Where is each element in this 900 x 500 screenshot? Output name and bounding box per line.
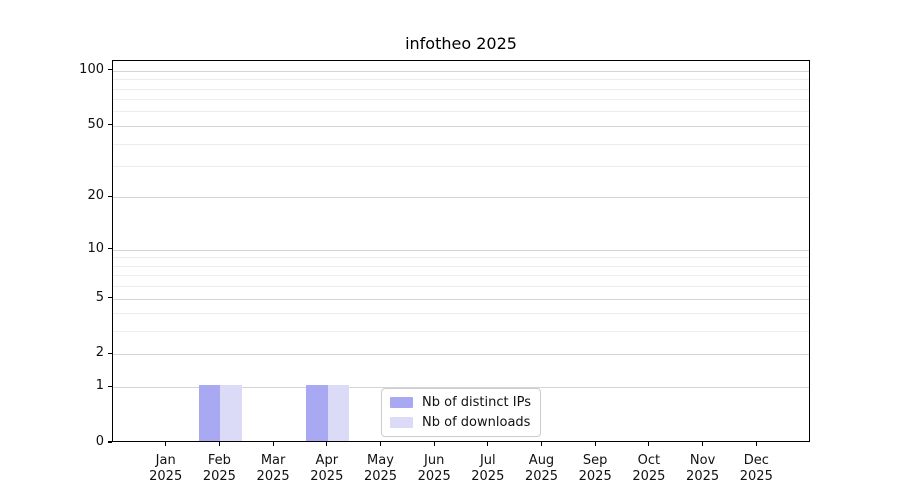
bar-nb-of-downloads-feb [220,385,242,441]
x-tick-mark [487,442,489,446]
x-tick-month: Nov [689,453,716,468]
x-tick-mark [755,442,757,446]
x-tick-mark [326,442,328,446]
x-tick-label-jan: Jan 2025 [134,453,198,484]
y-gridline-minor [113,143,809,145]
x-tick-label-oct: Oct 2025 [617,453,681,484]
x-tick-year: 2025 [524,468,559,484]
x-tick-mark [218,442,220,446]
legend: Nb of distinct IPs Nb of downloads [381,388,541,437]
y-tick-label: 100 [79,61,104,77]
y-tick-label: 1 [95,378,104,394]
legend-entry: Nb of downloads [390,415,531,430]
x-tick-year: 2025 [686,468,720,484]
y-tick-mark [107,441,112,443]
x-tick-year: 2025 [417,468,451,484]
bar-nb-of-distinct-ips-apr [306,385,328,441]
x-tick-mark [379,442,382,446]
y-gridline-major [113,249,809,251]
x-tick-label-jul: Jul 2025 [456,453,520,484]
y-gridline-major [113,197,809,199]
y-gridline-major [113,125,809,127]
x-tick-label-nov: Nov 2025 [671,453,735,484]
x-tick-mark [540,442,543,446]
x-tick-year: 2025 [149,468,183,484]
y-gridline-minor [113,99,809,101]
y-gridline-minor [113,111,809,113]
x-tick-label-jun: Jun 2025 [402,453,466,484]
x-tick-month: Jan [155,453,176,468]
x-tick-label-mar: Mar 2025 [241,453,305,484]
x-tick-year: 2025 [739,468,773,484]
x-tick-year: 2025 [256,468,290,484]
chart-title: infotheo 2025 [405,34,517,53]
y-tick-label: 0 [95,434,104,449]
x-tick-mark [648,442,650,446]
y-tick-mark [107,296,112,299]
x-tick-month: Jul [479,453,496,468]
y-tick-mark [107,69,112,71]
x-tick-year: 2025 [202,468,236,484]
y-gridline-minor [113,257,809,259]
y-tick-mark [107,385,112,387]
y-tick-label: 10 [87,240,104,256]
legend-swatch [390,397,414,408]
y-tick-label: 20 [87,188,104,204]
x-tick-label-sep: Sep 2025 [563,453,627,484]
y-tick-mark [107,124,112,126]
y-gridline-minor [113,88,809,90]
x-tick-month: Oct [637,453,661,468]
y-tick-label: 50 [87,116,104,132]
y-gridline-minor [113,331,809,333]
x-tick-mark [702,442,704,446]
x-tick-year: 2025 [471,468,505,484]
x-tick-year: 2025 [632,468,666,484]
y-tick-mark [107,352,112,354]
bar-nb-of-distinct-ips-feb [198,385,221,441]
y-gridline-major [113,354,809,356]
x-tick-month: Jun [424,453,445,468]
y-tick-mark [107,248,112,250]
x-tick-label-apr: Apr 2025 [295,453,359,484]
y-gridline-minor [113,275,809,277]
y-gridline-major [113,298,809,300]
bar-nb-of-downloads-apr [327,385,350,441]
x-tick-month: May [367,453,394,468]
legend-entry: Nb of distinct IPs [390,395,531,410]
x-tick-month: Aug [528,453,555,468]
x-tick-mark [594,442,596,446]
x-tick-year: 2025 [363,468,398,484]
x-tick-month: Apr [315,453,339,468]
y-gridline-minor [113,265,809,267]
y-tick-label: 2 [95,345,104,361]
y-gridline-minor [113,313,809,315]
x-tick-label-feb: Feb 2025 [187,453,251,484]
y-tick-label: 5 [95,289,104,305]
x-tick-month: Dec [743,453,769,468]
y-gridline-minor [113,286,809,288]
y-gridline-major [113,387,809,389]
x-tick-label-may: May 2025 [349,453,413,484]
x-tick-month: Mar [260,453,286,468]
legend-label: Nb of distinct IPs [422,395,531,410]
x-tick-mark [272,442,274,446]
x-tick-label-aug: Aug 2025 [510,453,574,484]
plot-area: Nb of distinct IPs Nb of downloads [112,60,810,442]
y-gridline-minor [113,79,809,81]
x-tick-label-dec: Dec 2025 [724,453,788,484]
legend-swatch [390,417,414,428]
x-tick-mark [433,442,435,446]
y-gridline-minor [113,166,809,167]
y-tick-mark [107,195,112,197]
x-tick-month: Feb [207,453,231,468]
x-tick-year: 2025 [578,468,612,484]
legend-label: Nb of downloads [422,415,531,430]
y-gridline-major [113,70,809,72]
x-tick-year: 2025 [310,468,344,484]
x-tick-month: Sep [582,453,608,468]
x-tick-mark [165,442,167,446]
